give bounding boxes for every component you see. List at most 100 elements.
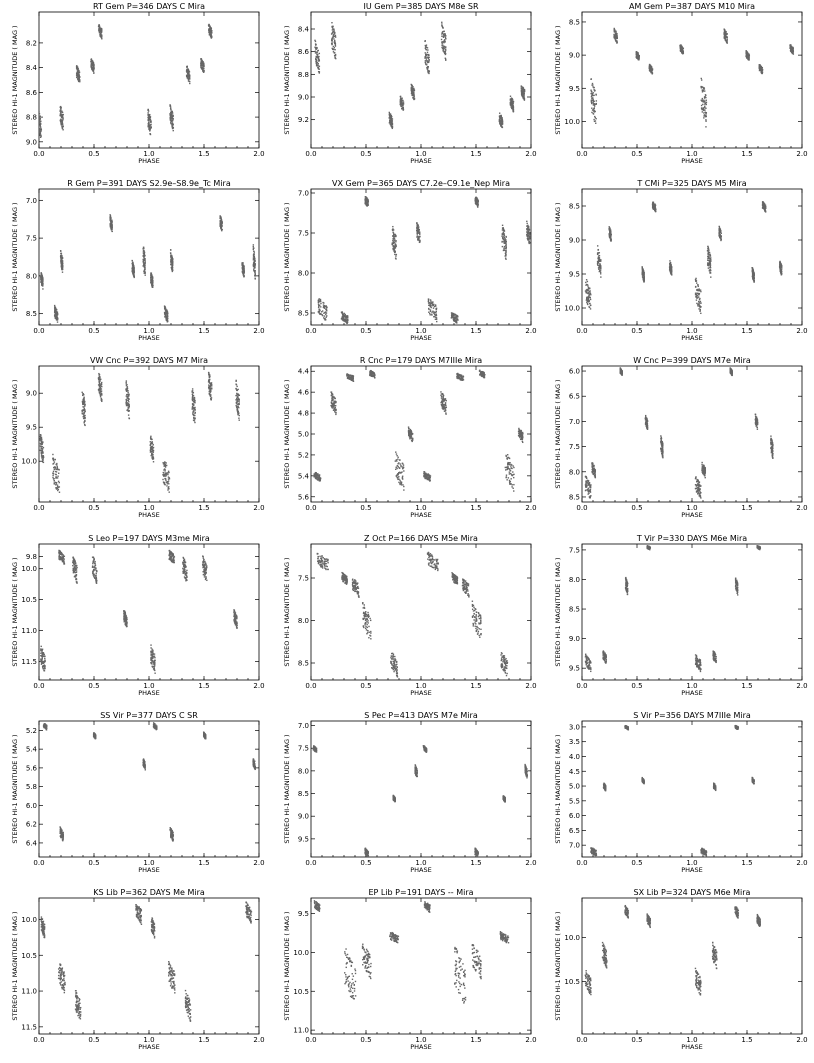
data-point xyxy=(526,228,528,230)
data-point xyxy=(318,72,321,74)
data-point xyxy=(243,275,245,277)
data-point xyxy=(253,268,255,270)
x-tick-label: 1.5 xyxy=(198,327,209,335)
data-point xyxy=(61,122,64,124)
data-point xyxy=(527,238,530,240)
data-point xyxy=(39,121,40,124)
data-point xyxy=(586,280,589,283)
data-point xyxy=(669,268,671,270)
data-point xyxy=(752,274,754,276)
data-point xyxy=(344,317,347,319)
data-point xyxy=(61,113,64,116)
data-point xyxy=(144,274,146,276)
data-point xyxy=(592,99,594,101)
data-point xyxy=(315,56,317,59)
data-point xyxy=(526,225,528,227)
data-point xyxy=(142,248,145,250)
data-point xyxy=(590,294,592,296)
data-point xyxy=(474,199,477,201)
data-point xyxy=(253,265,255,268)
data-point xyxy=(318,60,320,62)
data-point xyxy=(590,101,593,103)
data-point xyxy=(100,37,103,39)
data-point xyxy=(528,228,530,230)
data-point xyxy=(413,95,415,98)
data-point xyxy=(322,304,325,306)
data-point xyxy=(187,74,190,76)
data-point xyxy=(391,121,393,123)
data-point xyxy=(790,48,792,50)
data-point xyxy=(52,474,54,477)
data-point xyxy=(790,49,792,51)
data-point xyxy=(412,88,414,90)
data-point xyxy=(61,255,63,257)
data-point xyxy=(523,89,526,92)
data-point xyxy=(610,233,612,236)
data-point xyxy=(99,28,101,31)
data-point xyxy=(99,32,101,35)
data-point xyxy=(345,318,347,320)
data-point xyxy=(388,114,391,116)
data-point xyxy=(252,244,255,246)
data-point xyxy=(435,307,438,310)
data-point xyxy=(432,307,435,309)
data-point xyxy=(395,253,398,256)
data-point xyxy=(505,239,507,241)
data-point xyxy=(753,281,755,283)
data-point xyxy=(442,30,444,33)
data-point xyxy=(242,274,245,276)
y-tick-label: 8.0 xyxy=(298,270,309,278)
data-point xyxy=(401,104,404,106)
data-point xyxy=(144,271,146,273)
data-point xyxy=(643,275,645,278)
data-point xyxy=(323,317,325,319)
data-point xyxy=(592,101,594,104)
data-point xyxy=(511,102,513,104)
x-tick-label: 0.5 xyxy=(631,150,642,158)
data-point xyxy=(428,308,430,311)
data-point xyxy=(503,245,506,248)
data-point xyxy=(254,270,256,272)
data-point xyxy=(203,70,205,72)
data-point xyxy=(594,110,596,113)
data-point xyxy=(39,128,40,130)
data-point xyxy=(779,264,781,266)
data-point xyxy=(143,254,145,256)
data-point xyxy=(616,36,618,38)
data-point xyxy=(91,60,94,63)
data-point xyxy=(435,314,437,316)
data-point xyxy=(393,248,395,250)
data-point xyxy=(41,443,43,446)
data-point xyxy=(752,273,754,276)
data-point xyxy=(142,261,144,263)
data-point xyxy=(188,75,191,78)
data-point xyxy=(761,68,764,71)
data-point xyxy=(653,208,656,210)
data-point xyxy=(317,63,319,65)
data-point xyxy=(393,246,395,248)
data-point xyxy=(424,46,427,48)
data-point xyxy=(318,71,321,73)
y-axis-label: STEREO HI-1 MAGNITUDE ( MAG ) xyxy=(11,25,19,134)
data-point xyxy=(93,66,95,69)
data-point xyxy=(242,267,245,269)
data-point xyxy=(40,441,43,443)
data-point xyxy=(169,115,171,117)
data-point xyxy=(586,297,589,299)
data-point xyxy=(641,266,643,268)
data-point xyxy=(55,463,57,466)
data-point xyxy=(54,317,57,319)
data-point xyxy=(77,78,80,81)
data-point xyxy=(779,265,782,267)
data-point xyxy=(325,313,327,316)
data-point xyxy=(147,116,149,119)
data-point xyxy=(333,29,335,31)
data-point xyxy=(78,69,80,72)
data-point xyxy=(167,312,169,315)
data-point xyxy=(597,257,599,259)
data-point xyxy=(399,95,402,98)
data-point xyxy=(520,89,523,91)
data-point xyxy=(641,267,643,270)
